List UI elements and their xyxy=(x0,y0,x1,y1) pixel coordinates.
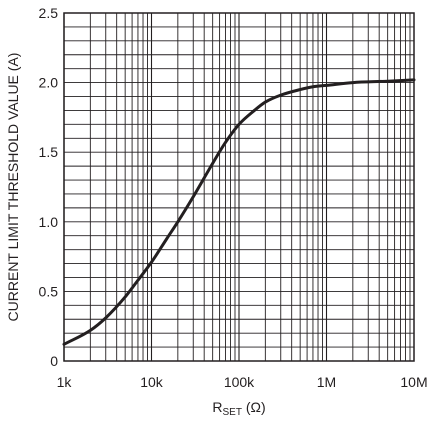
y-tick-label: 1.5 xyxy=(39,144,59,160)
y-axis-title: CURRENT LIMIT THRESHOLD VALUE (A) xyxy=(5,53,21,322)
x-tick-label: 10k xyxy=(140,374,164,390)
y-tick-label: 0 xyxy=(50,353,58,369)
y-tick-label: 2.5 xyxy=(39,5,59,21)
y-tick-label: 2.0 xyxy=(39,75,59,91)
x-tick-label: 100k xyxy=(224,374,255,390)
x-tick-label: 1k xyxy=(57,374,73,390)
x-axis-title-main: R xyxy=(212,399,222,415)
y-tick-label: 0.5 xyxy=(39,283,59,299)
chart-series xyxy=(62,78,416,346)
x-tick-label: 1M xyxy=(317,374,336,390)
y-tick-label: 1.0 xyxy=(39,214,59,230)
chart-grid xyxy=(63,13,414,361)
plot-frame xyxy=(63,12,415,362)
x-tick-labels: 1k 10k 100k 1M 10M xyxy=(57,374,428,390)
y-tick-labels: 0 0.5 1.0 1.5 2.0 2.5 xyxy=(39,5,59,369)
x-tick-label: 10M xyxy=(400,374,427,390)
series-line xyxy=(62,78,416,346)
x-axis-title-unit: (Ω) xyxy=(242,399,266,415)
x-axis-title: RSET (Ω) xyxy=(212,399,265,418)
x-axis-title-subscript: SET xyxy=(222,407,241,418)
